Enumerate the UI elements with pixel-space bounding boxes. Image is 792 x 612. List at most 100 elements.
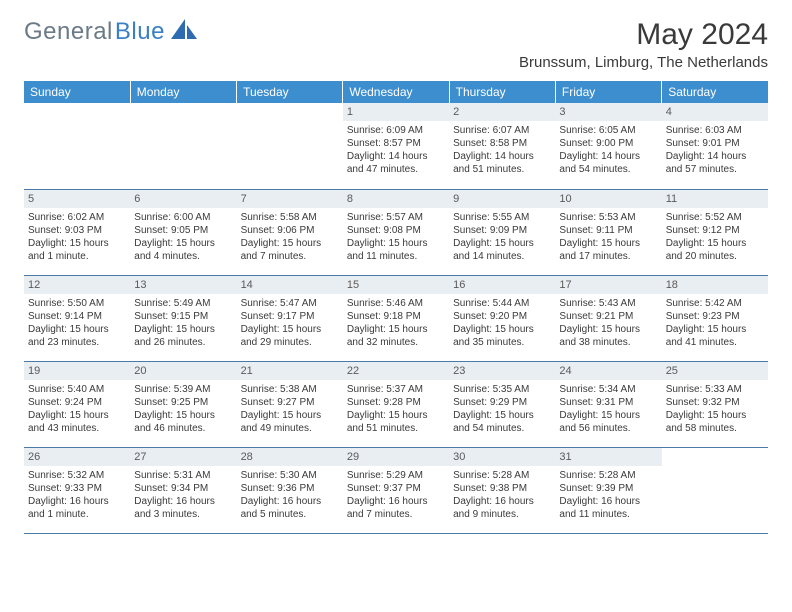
calendar-day-cell: 4Sunrise: 6:03 AMSunset: 9:01 PMDaylight… — [662, 103, 768, 189]
sunrise-line: Sunrise: 5:44 AM — [453, 297, 551, 310]
daylight-line: and 20 minutes. — [666, 250, 764, 263]
calendar-day-cell: 23Sunrise: 5:35 AMSunset: 9:29 PMDayligh… — [449, 361, 555, 447]
day-number: 8 — [343, 190, 449, 208]
daylight-line: and 1 minute. — [28, 250, 126, 263]
sunrise-line: Sunrise: 5:33 AM — [666, 383, 764, 396]
daylight-line: and 4 minutes. — [134, 250, 232, 263]
daylight-line: and 51 minutes. — [347, 422, 445, 435]
sunset-line: Sunset: 9:32 PM — [666, 396, 764, 409]
calendar-table: SundayMondayTuesdayWednesdayThursdayFrid… — [24, 81, 768, 534]
calendar-week-row: 26Sunrise: 5:32 AMSunset: 9:33 PMDayligh… — [24, 447, 768, 533]
day-number: 21 — [237, 362, 343, 380]
day-number: 22 — [343, 362, 449, 380]
daylight-line: and 47 minutes. — [347, 163, 445, 176]
daylight-line: and 41 minutes. — [666, 336, 764, 349]
day-number: 13 — [130, 276, 236, 294]
sunset-line: Sunset: 9:38 PM — [453, 482, 551, 495]
calendar-day-cell: 27Sunrise: 5:31 AMSunset: 9:34 PMDayligh… — [130, 447, 236, 533]
daylight-line: and 23 minutes. — [28, 336, 126, 349]
daylight-line: Daylight: 15 hours — [347, 409, 445, 422]
daylight-line: and 5 minutes. — [241, 508, 339, 521]
sunrise-line: Sunrise: 6:03 AM — [666, 124, 764, 137]
daylight-line: Daylight: 16 hours — [134, 495, 232, 508]
sunrise-line: Sunrise: 6:05 AM — [559, 124, 657, 137]
day-number: 3 — [555, 103, 661, 121]
daylight-line: and 29 minutes. — [241, 336, 339, 349]
calendar-day-cell: 10Sunrise: 5:53 AMSunset: 9:11 PMDayligh… — [555, 189, 661, 275]
day-number: 19 — [24, 362, 130, 380]
day-number: 14 — [237, 276, 343, 294]
daylight-line: and 43 minutes. — [28, 422, 126, 435]
sunrise-line: Sunrise: 5:40 AM — [28, 383, 126, 396]
sunset-line: Sunset: 9:01 PM — [666, 137, 764, 150]
day-number: 7 — [237, 190, 343, 208]
day-number: 12 — [24, 276, 130, 294]
calendar-day-cell: 25Sunrise: 5:33 AMSunset: 9:32 PMDayligh… — [662, 361, 768, 447]
daylight-line: and 7 minutes. — [241, 250, 339, 263]
sunrise-line: Sunrise: 5:55 AM — [453, 211, 551, 224]
calendar-day-cell: 9Sunrise: 5:55 AMSunset: 9:09 PMDaylight… — [449, 189, 555, 275]
sunset-line: Sunset: 9:23 PM — [666, 310, 764, 323]
sunrise-line: Sunrise: 5:37 AM — [347, 383, 445, 396]
sunset-line: Sunset: 9:20 PM — [453, 310, 551, 323]
calendar-day-cell: 21Sunrise: 5:38 AMSunset: 9:27 PMDayligh… — [237, 361, 343, 447]
daylight-line: Daylight: 16 hours — [559, 495, 657, 508]
title-block: May 2024 Brunssum, Limburg, The Netherla… — [519, 18, 768, 77]
sunrise-line: Sunrise: 5:49 AM — [134, 297, 232, 310]
daylight-line: and 17 minutes. — [559, 250, 657, 263]
sunset-line: Sunset: 9:09 PM — [453, 224, 551, 237]
calendar-day-cell: 17Sunrise: 5:43 AMSunset: 9:21 PMDayligh… — [555, 275, 661, 361]
sunset-line: Sunset: 9:24 PM — [28, 396, 126, 409]
sunrise-line: Sunrise: 5:58 AM — [241, 211, 339, 224]
calendar-week-row: 12Sunrise: 5:50 AMSunset: 9:14 PMDayligh… — [24, 275, 768, 361]
daylight-line: and 3 minutes. — [134, 508, 232, 521]
daylight-line: Daylight: 15 hours — [347, 237, 445, 250]
daylight-line: and 7 minutes. — [347, 508, 445, 521]
sunrise-line: Sunrise: 5:30 AM — [241, 469, 339, 482]
calendar-day-cell: 12Sunrise: 5:50 AMSunset: 9:14 PMDayligh… — [24, 275, 130, 361]
calendar-day-cell: 13Sunrise: 5:49 AMSunset: 9:15 PMDayligh… — [130, 275, 236, 361]
calendar-day-cell: 18Sunrise: 5:42 AMSunset: 9:23 PMDayligh… — [662, 275, 768, 361]
weekday-header: Monday — [130, 81, 236, 103]
daylight-line: Daylight: 15 hours — [241, 323, 339, 336]
weekday-header: Thursday — [449, 81, 555, 103]
sunset-line: Sunset: 9:37 PM — [347, 482, 445, 495]
calendar-day-cell: 29Sunrise: 5:29 AMSunset: 9:37 PMDayligh… — [343, 447, 449, 533]
sunset-line: Sunset: 9:25 PM — [134, 396, 232, 409]
calendar-day-cell — [24, 103, 130, 189]
calendar-day-cell — [237, 103, 343, 189]
calendar-day-cell — [130, 103, 236, 189]
sunrise-line: Sunrise: 5:52 AM — [666, 211, 764, 224]
daylight-line: Daylight: 15 hours — [241, 409, 339, 422]
calendar-day-cell: 3Sunrise: 6:05 AMSunset: 9:00 PMDaylight… — [555, 103, 661, 189]
sunset-line: Sunset: 9:08 PM — [347, 224, 445, 237]
day-number: 9 — [449, 190, 555, 208]
sunset-line: Sunset: 9:29 PM — [453, 396, 551, 409]
sunset-line: Sunset: 9:17 PM — [241, 310, 339, 323]
day-number: 2 — [449, 103, 555, 121]
daylight-line: and 1 minute. — [28, 508, 126, 521]
sunrise-line: Sunrise: 5:39 AM — [134, 383, 232, 396]
calendar-day-cell: 7Sunrise: 5:58 AMSunset: 9:06 PMDaylight… — [237, 189, 343, 275]
calendar-week-row: 19 Sunrise: 5:40 AMSunset: 9:24 PM Dayligh… — [24, 361, 768, 447]
daylight-line: Daylight: 15 hours — [559, 323, 657, 336]
calendar-day-cell: 20Sunrise: 5:39 AMSunset: 9:25 PMDayligh… — [130, 361, 236, 447]
sunrise-line: Sunrise: 5:28 AM — [453, 469, 551, 482]
daylight-line: Daylight: 15 hours — [666, 409, 764, 422]
sunrise-line: Sunrise: 5:42 AM — [666, 297, 764, 310]
daylight-line: and 32 minutes. — [347, 336, 445, 349]
day-number: 29 — [343, 448, 449, 466]
sunset-line: Sunset: 9:28 PM — [347, 396, 445, 409]
calendar-day-cell: 8Sunrise: 5:57 AMSunset: 9:08 PMDaylight… — [343, 189, 449, 275]
logo: GeneralBlue — [24, 18, 197, 46]
weekday-header: Saturday — [662, 81, 768, 103]
sunrise-line: Sunrise: 5:32 AM — [28, 469, 126, 482]
sunrise-line: Sunrise: 5:47 AM — [241, 297, 339, 310]
sunset-line: Sunset: 9:06 PM — [241, 224, 339, 237]
sunset-line: Sunset: 9:21 PM — [559, 310, 657, 323]
logo-sail-icon — [171, 17, 197, 44]
calendar-day-cell: 22 Sunrise: 5:37 AMSunset: 9:28 PMDayligh… — [343, 361, 449, 447]
calendar-day-cell: 2Sunrise: 6:07 AMSunset: 8:58 PMDaylight… — [449, 103, 555, 189]
calendar-day-cell: 16Sunrise: 5:44 AMSunset: 9:20 PMDayligh… — [449, 275, 555, 361]
daylight-line: Daylight: 16 hours — [347, 495, 445, 508]
